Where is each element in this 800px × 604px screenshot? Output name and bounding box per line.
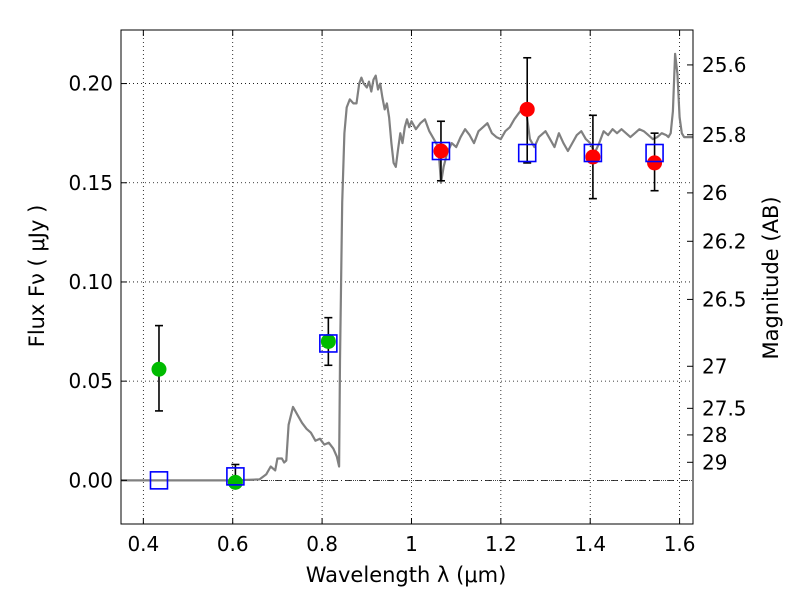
y-tick-label: 0.20 <box>68 72 113 96</box>
y-tick-label: 0.10 <box>68 270 113 294</box>
x-tick-label: 1 <box>405 532 418 556</box>
model-bandpass-marker <box>226 467 245 486</box>
spectrum-layer <box>121 52 693 482</box>
y2-axis-label: Magnitude (AB) <box>759 196 783 359</box>
model-bandpass-marker <box>517 143 537 163</box>
optical-data-point <box>320 333 336 349</box>
y-axis-label: Flux Fν ( μJy ) <box>25 205 49 348</box>
infrared-data-point <box>433 143 449 159</box>
mag-tick-label: 26.5 <box>702 287 747 311</box>
model-bandpass-marker <box>431 141 451 161</box>
y-tick-label: 0.05 <box>68 369 113 393</box>
mag-tick-label: 25.8 <box>702 123 747 147</box>
x-tick-label: 0.8 <box>306 532 338 556</box>
mag-tick-label: 27 <box>702 354 727 378</box>
optical-data-point <box>151 361 167 377</box>
model-bandpass-marker <box>583 143 603 163</box>
model-spectrum-line <box>121 52 693 482</box>
model-bandpass-marker <box>645 143 664 163</box>
mag-tick-label: 27.5 <box>702 396 747 420</box>
plot-frame <box>120 29 694 525</box>
tick-layer <box>121 30 693 524</box>
optical-data-point <box>227 474 243 490</box>
mag-tick-label: 28 <box>702 423 727 447</box>
infrared-data-point <box>647 155 663 171</box>
x-tick-label: 1.6 <box>664 532 696 556</box>
x-axis-label: Wavelength λ (μm) <box>306 563 507 587</box>
x-tick-label: 1.4 <box>574 532 606 556</box>
mag-tick-label: 26.2 <box>702 229 747 253</box>
x-tick-label: 1.2 <box>485 532 517 556</box>
y-tick-label: 0.00 <box>68 468 113 492</box>
x-tick-label: 0.4 <box>127 532 159 556</box>
model-bandpass-marker <box>319 334 338 353</box>
y-tick-label: 0.15 <box>68 171 113 195</box>
x-tick-label: 0.6 <box>217 532 249 556</box>
mag-tick-label: 29 <box>702 450 727 474</box>
grid-layer <box>121 30 693 524</box>
mag-tick-label: 26 <box>702 181 727 205</box>
square-layer <box>149 141 664 490</box>
model-bandpass-marker <box>149 471 169 490</box>
mag-tick-label: 25.6 <box>702 53 747 77</box>
infrared-data-point <box>519 101 535 117</box>
point-layer <box>151 101 663 490</box>
tick-label-layer: 0.4 0.6 0.8 1 1.2 1.4 1.6 0.00 0.05 0.10 0.15 0.20 2… <box>68 53 746 556</box>
